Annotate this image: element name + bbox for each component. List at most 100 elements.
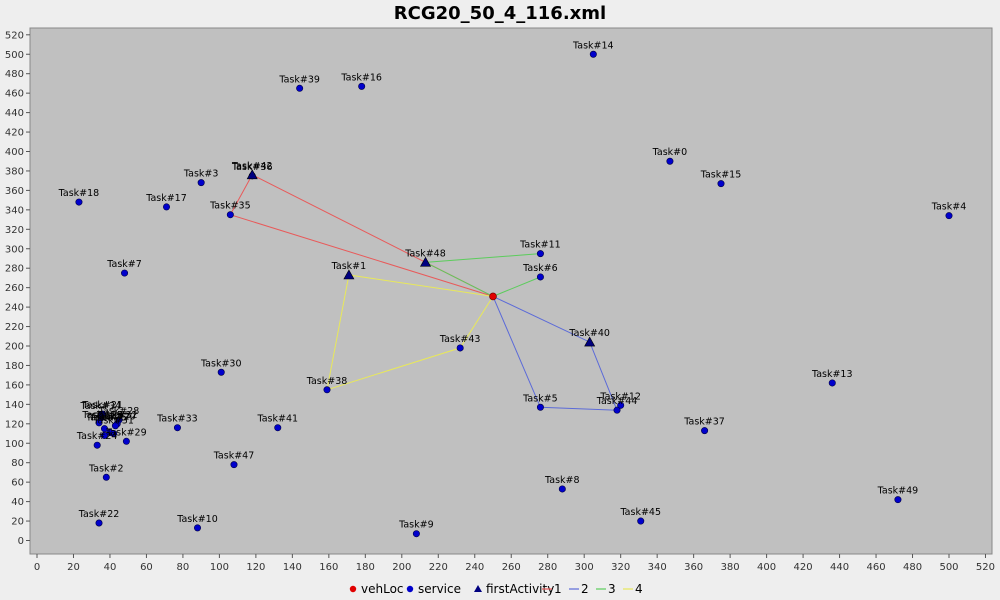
- service-point: [226, 211, 234, 219]
- legend-label: 4: [635, 582, 643, 596]
- x-tick-label: 200: [392, 562, 411, 573]
- x-tick-label: 400: [757, 562, 776, 573]
- points-layer: [75, 50, 953, 538]
- first-activity-marker: [246, 169, 258, 180]
- x-tick-label: 120: [246, 562, 265, 573]
- y-tick-label: 340: [5, 205, 24, 216]
- service-point: [456, 344, 464, 352]
- legend-label: firstActivity: [486, 582, 554, 596]
- service-point: [536, 403, 544, 411]
- task-label: Task#10: [176, 514, 218, 525]
- service-point: [197, 179, 205, 187]
- y-tick-label: 80: [11, 458, 24, 469]
- service-point: [122, 437, 130, 445]
- task-label: Task#44: [596, 396, 638, 407]
- cluster-task-label: Task#27: [89, 413, 131, 424]
- task-label: Task#20: [94, 412, 136, 423]
- service-point: [111, 422, 119, 430]
- task-label: Task#7: [106, 259, 142, 270]
- task-label: Task#5: [522, 393, 558, 404]
- axes-layer: 0 20 40 60 80 100 120 140 160 180 200 220 240 260 280 3…: [5, 30, 995, 573]
- cluster-point: [95, 419, 103, 427]
- service-point: [75, 198, 83, 206]
- service-point: [115, 416, 123, 424]
- service-point: [121, 269, 129, 277]
- service-point: [173, 424, 181, 432]
- task-label: Task#2: [88, 463, 124, 474]
- y-tick-label: 180: [5, 361, 24, 372]
- service-point: [613, 406, 621, 414]
- task-label: Task#40: [568, 328, 610, 339]
- service-point: [637, 517, 645, 525]
- task-label: Task#14: [572, 40, 614, 51]
- service-point: [558, 485, 566, 493]
- task-label: Task#39: [278, 74, 320, 85]
- y-tick-label: 520: [5, 30, 24, 41]
- task-label: Task#43: [439, 334, 481, 345]
- task-label: Task#17: [145, 193, 187, 204]
- cluster-task-label: Task#21: [81, 400, 123, 411]
- service-point: [296, 84, 304, 92]
- y-tick-label: 0: [18, 536, 24, 547]
- service-point: [93, 441, 101, 449]
- x-tick-label: 360: [684, 562, 703, 573]
- task-label: Task#22: [78, 509, 120, 520]
- y-tick-label: 280: [5, 264, 24, 275]
- y-tick-label: 140: [5, 400, 24, 411]
- chart-title: RCG20_50_4_116.xml: [394, 3, 606, 24]
- labels-layer: Task#0 Task#1 Task#2 Task#3 Task#4 Task#5 Task…: [58, 40, 967, 530]
- y-tick-label: 240: [5, 303, 24, 314]
- service-point: [95, 519, 103, 527]
- x-tick-label: 60: [140, 562, 153, 573]
- y-tick-label: 40: [11, 497, 24, 508]
- task-label: Task#4: [931, 202, 967, 213]
- service-point: [617, 401, 625, 409]
- task-label: Task#16: [340, 72, 382, 83]
- y-tick-label: 20: [11, 517, 24, 528]
- x-tick-label: 80: [177, 562, 190, 573]
- cluster-task-label: Task#26: [85, 413, 127, 424]
- y-tick-label: 100: [5, 439, 24, 450]
- plot-area: [29, 27, 993, 555]
- x-tick-label: 420: [794, 562, 813, 573]
- y-tick-label: 440: [5, 108, 24, 119]
- service-point: [358, 82, 366, 90]
- x-tick-label: 20: [67, 562, 80, 573]
- chart-legend: vehLoc service firstActivity 1 2 3 4: [349, 582, 643, 596]
- x-tick-label: 280: [538, 562, 557, 573]
- task-label: Task#35: [209, 201, 251, 212]
- cluster-task-label: Task#32: [96, 410, 138, 421]
- service-point: [536, 273, 544, 281]
- task-label: Task#3: [183, 169, 219, 180]
- task-label: Task#41: [256, 414, 298, 425]
- task-label: Task#38: [306, 376, 348, 387]
- service-point: [217, 368, 225, 376]
- task-label: Task#0: [652, 147, 688, 158]
- cluster-task-label: Task#25: [81, 410, 123, 421]
- y-tick-label: 160: [5, 380, 24, 391]
- first-activity-marker: [343, 269, 355, 280]
- y-tick-label: 500: [5, 50, 24, 61]
- x-tick-label: 520: [976, 562, 995, 573]
- legend-vehLoc-swatch: [349, 585, 357, 593]
- x-tick-label: 140: [283, 562, 302, 573]
- service-point: [945, 212, 953, 220]
- y-tick-label: 400: [5, 147, 24, 158]
- service-point: [102, 473, 110, 481]
- x-tick-label: 460: [866, 562, 885, 573]
- y-tick-label: 60: [11, 478, 24, 489]
- task-label: Task#11: [519, 240, 561, 251]
- x-tick-label: 300: [575, 562, 594, 573]
- y-tick-label: 420: [5, 128, 24, 139]
- x-tick-label: 500: [939, 562, 958, 573]
- x-tick-label: 320: [611, 562, 630, 573]
- service-point: [163, 203, 171, 211]
- y-tick-label: 380: [5, 166, 24, 177]
- service-point: [717, 180, 725, 188]
- task-label: Task#42: [231, 161, 273, 172]
- first-activity-marker: [584, 336, 596, 347]
- route-1-line: [229, 174, 494, 297]
- legend-label: 2: [581, 582, 589, 596]
- legend-service-swatch: [406, 585, 414, 593]
- x-tick-label: 440: [830, 562, 849, 573]
